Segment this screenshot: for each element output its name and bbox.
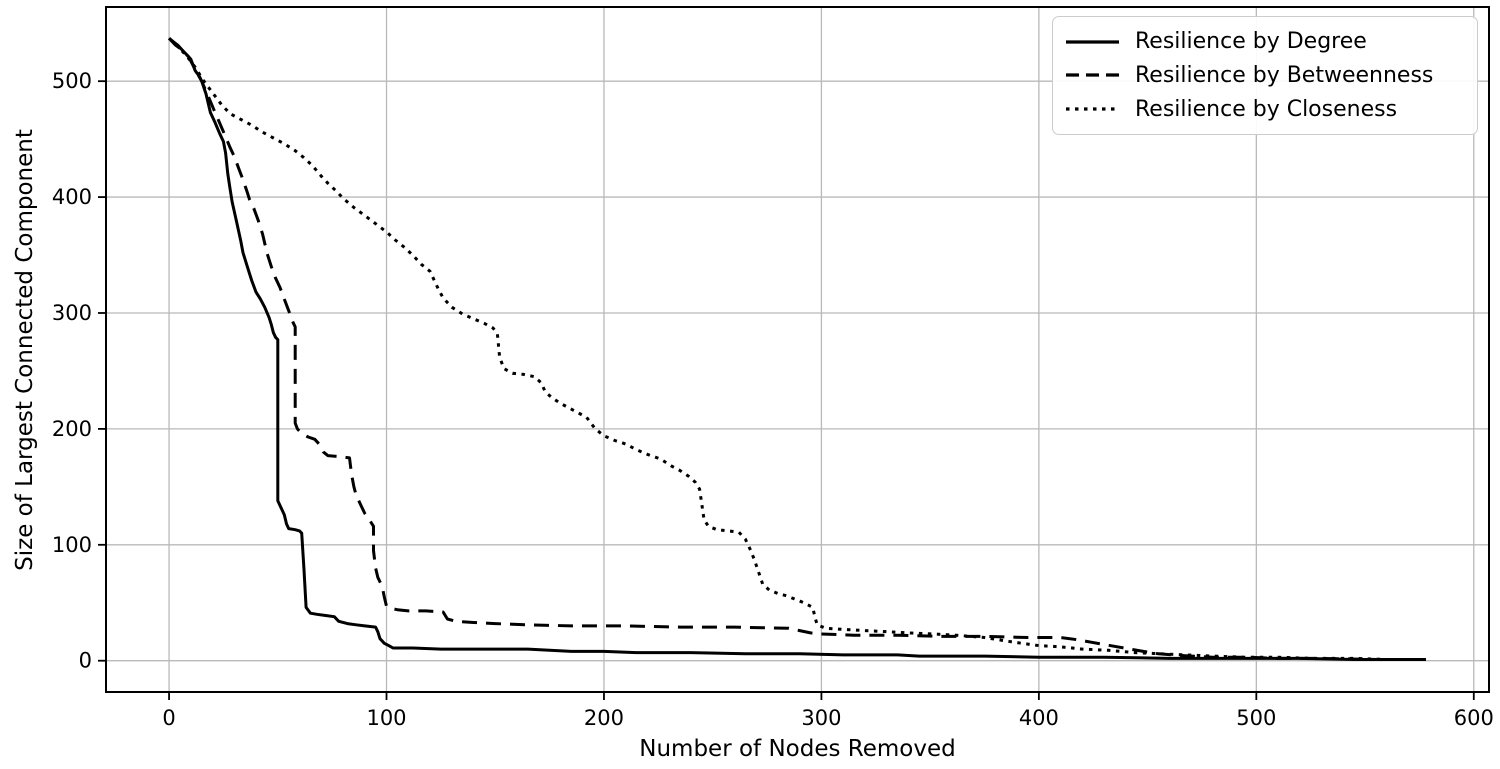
- curve-resilience-by-degree: [168, 37, 1426, 661]
- x-tick-label: 0: [162, 706, 175, 730]
- x-tick-label: 200: [584, 706, 624, 730]
- x-tick-label: 400: [1019, 706, 1059, 730]
- legend-entry-betweenness: Resilience by Betweenness: [1064, 63, 1465, 88]
- curve-resilience-by-closeness: [168, 37, 1426, 661]
- x-tick-label: 300: [801, 706, 841, 730]
- y-tick-label: 200: [52, 417, 92, 441]
- y-tick-label: 0: [79, 649, 92, 673]
- y-tick-label: 500: [52, 69, 92, 93]
- legend: Resilience by Degree Resilience by Betwe…: [1052, 16, 1478, 135]
- legend-label-closeness: Resilience by Closeness: [1135, 96, 1398, 122]
- y-tick-label: 400: [52, 185, 92, 209]
- y-tick-label: 100: [52, 533, 92, 557]
- x-tick-label: 100: [366, 706, 406, 730]
- legend-line-sample-solid: [1066, 40, 1119, 44]
- x-axis-label: Number of Nodes Removed: [639, 736, 956, 762]
- legend-label-betweenness: Resilience by Betweenness: [1135, 62, 1434, 88]
- x-tick-label: 600: [1454, 706, 1494, 730]
- legend-line-sample-dotted: [1066, 107, 1119, 111]
- legend-label-degree: Resilience by Degree: [1135, 29, 1367, 55]
- curve-resilience-by-betweenness: [168, 37, 1426, 661]
- legend-entry-closeness: Resilience by Closeness: [1064, 97, 1465, 122]
- legend-entry-degree: Resilience by Degree: [1064, 29, 1465, 54]
- y-axis-label: Size of Largest Connected Component: [12, 129, 38, 571]
- plot-border: [105, 6, 1490, 693]
- legend-line-sample-dashed: [1066, 73, 1119, 78]
- x-tick-label: 500: [1236, 706, 1276, 730]
- y-tick-label: 300: [52, 301, 92, 325]
